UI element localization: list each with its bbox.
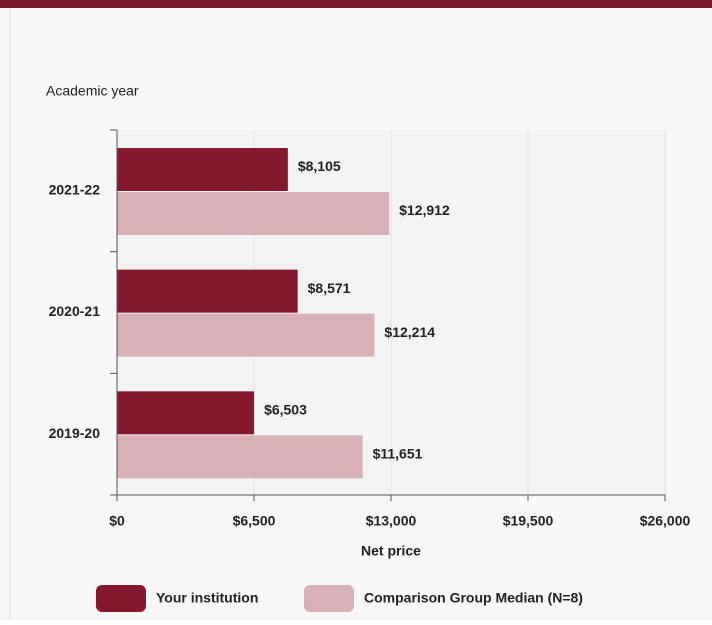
data-label: $8,105 (298, 158, 341, 174)
y-tick-label: 2020-21 (49, 303, 101, 319)
data-label: $12,912 (399, 202, 450, 218)
x-axis-title: Net price (361, 543, 421, 559)
bar (117, 313, 375, 357)
y-axis-title: Academic year (46, 83, 139, 99)
bar (117, 269, 298, 313)
legend-swatch (96, 585, 146, 612)
y-tick-label: 2019-20 (49, 425, 101, 441)
legend-label: Comparison Group Median (N=8) (364, 590, 583, 606)
y-tick-label: 2021-22 (49, 182, 101, 198)
bar (117, 192, 390, 235)
data-label: $11,651 (373, 446, 423, 462)
data-label: $12,214 (384, 324, 435, 340)
legend-swatch (304, 585, 354, 612)
bar (117, 435, 363, 479)
x-tick-label: $26,000 (640, 513, 691, 529)
data-label: $8,571 (308, 280, 351, 296)
legend-label: Your institution (156, 590, 258, 606)
bar (117, 148, 288, 191)
x-tick-label: $6,500 (233, 513, 276, 529)
data-label: $6,503 (264, 402, 307, 418)
x-tick-label: $19,500 (503, 513, 554, 529)
top-bar (0, 0, 712, 8)
x-tick-label: $0 (109, 513, 125, 529)
x-tick-label: $13,000 (366, 513, 417, 529)
bar (117, 391, 255, 435)
